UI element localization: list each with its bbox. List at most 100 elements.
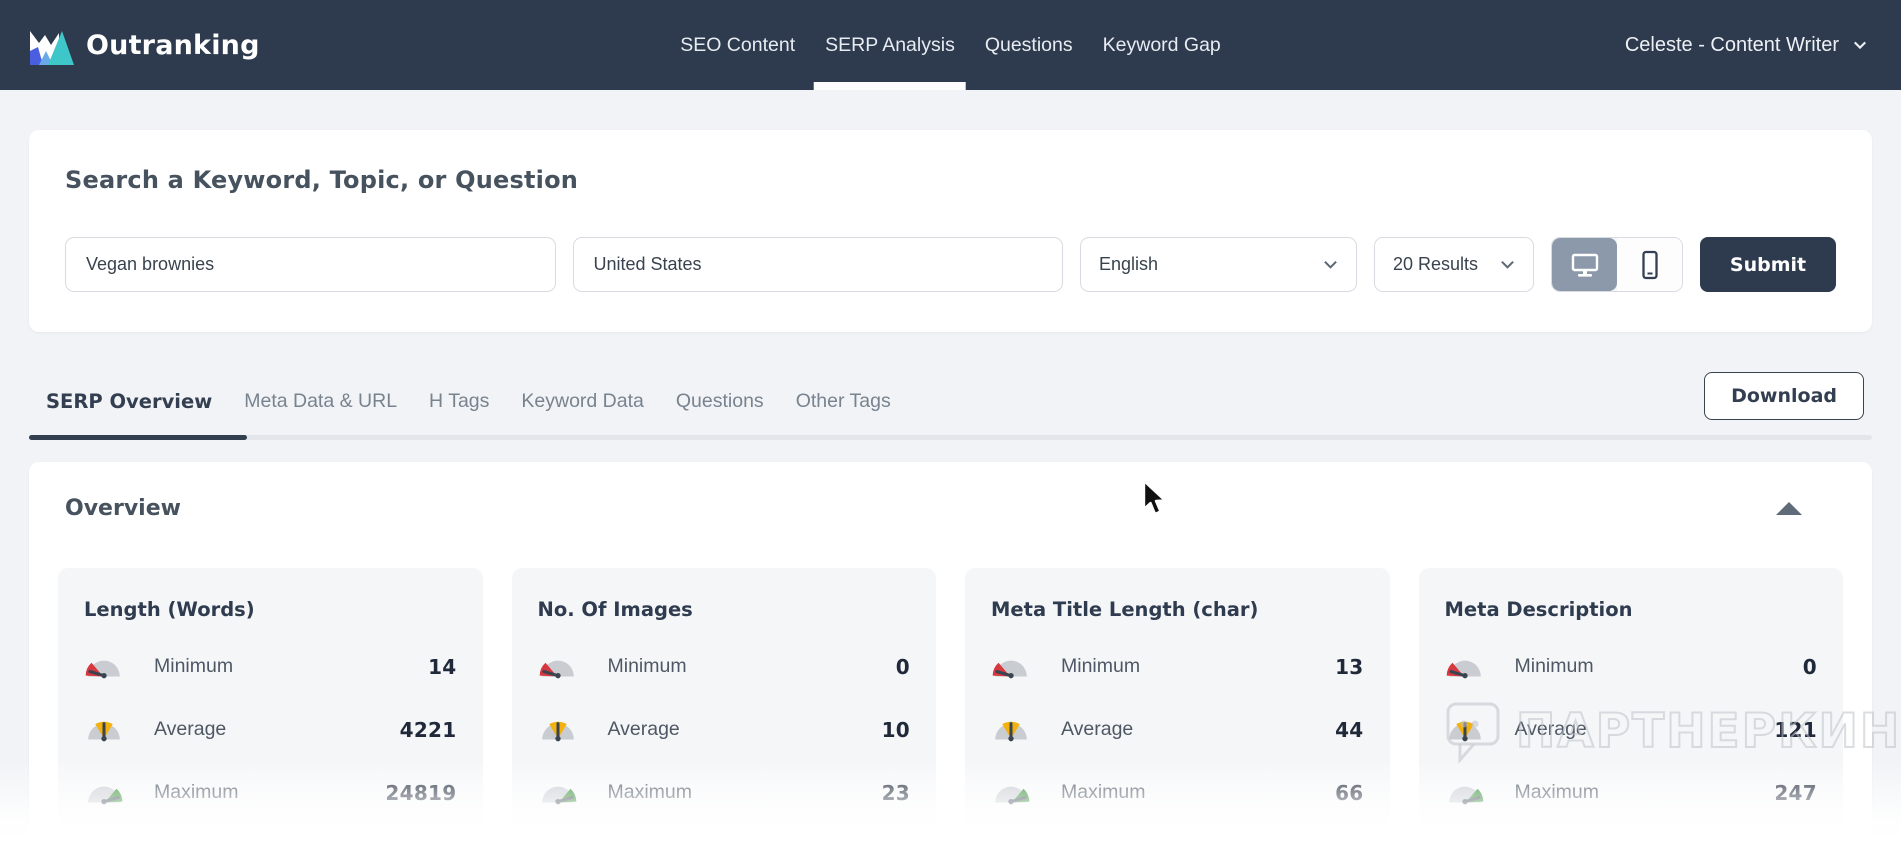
collapse-up-icon[interactable] bbox=[1776, 502, 1802, 515]
tabs-row: SERP Overview Meta Data & URL H Tags Key… bbox=[29, 378, 1872, 433]
stat-label: Minimum bbox=[154, 655, 234, 677]
stat-value: 4221 bbox=[399, 717, 457, 742]
stat-value: 23 bbox=[881, 780, 910, 805]
tab-keyword-data[interactable]: Keyword Data bbox=[521, 390, 644, 412]
brand-logo[interactable]: Outranking bbox=[26, 21, 260, 69]
stat-row-minimum: Minimum 14 bbox=[84, 635, 457, 698]
gauge-low-icon bbox=[1446, 660, 1481, 679]
gauge-low-icon bbox=[539, 660, 574, 679]
stat-row-average: Average 10 bbox=[538, 698, 911, 761]
stat-card-meta-title-length: Meta Title Length (char) Minimum 13 bbox=[965, 568, 1390, 845]
stat-label: Maximum bbox=[1514, 781, 1600, 803]
stat-card-length-words: Length (Words) Minimum 14 bbox=[58, 568, 483, 845]
stat-value: 13 bbox=[1335, 654, 1364, 679]
tab-active-indicator bbox=[29, 435, 247, 440]
stat-value: 121 bbox=[1774, 717, 1817, 742]
tab-h-tags[interactable]: H Tags bbox=[429, 390, 490, 412]
chevron-down-icon bbox=[1324, 260, 1337, 269]
stat-label: Average bbox=[607, 718, 680, 740]
stat-label: Average bbox=[1514, 718, 1587, 740]
stat-label: Average bbox=[154, 718, 227, 740]
nav-item-seo-content[interactable]: SEO Content bbox=[680, 33, 796, 56]
stat-row-maximum: Maximum 23 bbox=[538, 761, 911, 824]
tab-other-tags[interactable]: Other Tags bbox=[795, 390, 891, 412]
gauge-high-icon bbox=[541, 786, 576, 805]
stat-label: Minimum bbox=[1514, 655, 1594, 677]
language-select[interactable]: English bbox=[1080, 237, 1357, 292]
stat-label: Average bbox=[1061, 718, 1134, 740]
tab-serp-overview[interactable]: SERP Overview bbox=[46, 390, 213, 413]
account-label: Celeste - Content Writer bbox=[1624, 33, 1839, 56]
stat-label: Minimum bbox=[607, 655, 687, 677]
gauge-low-icon bbox=[85, 660, 120, 679]
results-count-value: 20 Results bbox=[1393, 254, 1479, 274]
overview-header: Overview bbox=[58, 496, 1843, 521]
stat-value: 10 bbox=[881, 717, 910, 742]
nav-item-questions[interactable]: Questions bbox=[984, 33, 1073, 56]
stat-row-minimum: Minimum 13 bbox=[991, 635, 1364, 698]
gauge-high-icon bbox=[1448, 786, 1483, 805]
overview-panel: Overview Length (Words) Minimum 14 bbox=[29, 462, 1872, 845]
tab-questions[interactable]: Questions bbox=[675, 390, 764, 412]
stat-label: Minimum bbox=[1061, 655, 1141, 677]
results-tabs-section: SERP Overview Meta Data & URL H Tags Key… bbox=[29, 372, 1872, 440]
search-panel: Search a Keyword, Topic, or Question Eng… bbox=[29, 130, 1872, 332]
main-nav: SEO Content SERP Analysis Questions Keyw… bbox=[665, 0, 1236, 90]
stat-card-no-of-images: No. Of Images Minimum 0 bbox=[511, 568, 936, 845]
chevron-down-icon bbox=[1854, 41, 1866, 50]
brand-name: Outranking bbox=[86, 29, 260, 61]
stat-row-minimum: Minimum 0 bbox=[1445, 635, 1818, 698]
keyword-input[interactable] bbox=[65, 237, 556, 292]
stat-card-title: Meta Title Length (char) bbox=[991, 598, 1259, 621]
stat-row-average: Average 4221 bbox=[84, 698, 457, 761]
mountain-logo-icon bbox=[30, 31, 74, 65]
stat-cards-row: Length (Words) Minimum 14 bbox=[58, 568, 1843, 845]
stat-row-minimum: Minimum 0 bbox=[538, 635, 911, 698]
desktop-icon bbox=[1571, 253, 1598, 277]
search-controls-row: English 20 Results bbox=[65, 237, 1836, 292]
location-input[interactable] bbox=[572, 237, 1063, 292]
account-menu[interactable]: Celeste - Content Writer bbox=[1625, 34, 1875, 57]
search-heading: Search a Keyword, Topic, or Question bbox=[65, 166, 579, 194]
stat-card-meta-description: Meta Description Minimum 0 bbox=[1418, 568, 1843, 845]
stat-row-maximum: Maximum 66 bbox=[991, 761, 1364, 824]
stat-row-average: Average 44 bbox=[991, 698, 1364, 761]
chevron-down-icon bbox=[1501, 260, 1514, 269]
stat-value: 24819 bbox=[385, 780, 457, 805]
gauge-mid-icon bbox=[995, 721, 1027, 742]
nav-item-keyword-gap[interactable]: Keyword Gap bbox=[1102, 33, 1221, 56]
top-navbar: Outranking SEO Content SERP Analysis Que… bbox=[0, 0, 1901, 90]
gauge-high-icon bbox=[88, 786, 123, 805]
stat-label: Maximum bbox=[1061, 781, 1146, 803]
stat-value: 0 bbox=[1802, 654, 1817, 679]
stat-row-maximum: Maximum 24819 bbox=[84, 761, 457, 824]
device-toggle bbox=[1551, 237, 1683, 292]
mobile-toggle-button[interactable] bbox=[1617, 238, 1682, 291]
stat-row-average: Average 121 bbox=[1445, 698, 1818, 761]
language-value: English bbox=[1099, 254, 1159, 274]
stat-value: 247 bbox=[1774, 780, 1817, 805]
download-button[interactable]: Download bbox=[1704, 372, 1864, 420]
mobile-icon bbox=[1641, 250, 1658, 279]
stat-label: Maximum bbox=[154, 781, 239, 803]
gauge-mid-icon bbox=[88, 721, 120, 742]
overview-title: Overview bbox=[65, 496, 181, 521]
results-count-select[interactable]: 20 Results bbox=[1374, 237, 1534, 292]
stat-card-title: Meta Description bbox=[1444, 598, 1633, 621]
stat-row-maximum: Maximum 247 bbox=[1445, 761, 1818, 824]
gauge-mid-icon bbox=[541, 721, 574, 742]
submit-button[interactable]: Submit bbox=[1700, 237, 1836, 292]
stat-value: 0 bbox=[895, 654, 910, 679]
tab-meta-data-url[interactable]: Meta Data & URL bbox=[244, 390, 398, 412]
gauge-low-icon bbox=[992, 660, 1027, 679]
desktop-toggle-button[interactable] bbox=[1552, 238, 1617, 291]
gauge-high-icon bbox=[995, 786, 1030, 805]
gauge-mid-icon bbox=[1448, 721, 1481, 742]
stat-value: 66 bbox=[1335, 780, 1364, 805]
stat-value: 44 bbox=[1335, 717, 1364, 742]
nav-item-serp-analysis[interactable]: SERP Analysis bbox=[810, 0, 970, 90]
stat-value: 14 bbox=[428, 654, 457, 679]
stat-card-title: Length (Words) bbox=[84, 598, 255, 621]
stat-label: Maximum bbox=[607, 781, 693, 803]
stat-card-title: No. Of Images bbox=[537, 598, 693, 621]
